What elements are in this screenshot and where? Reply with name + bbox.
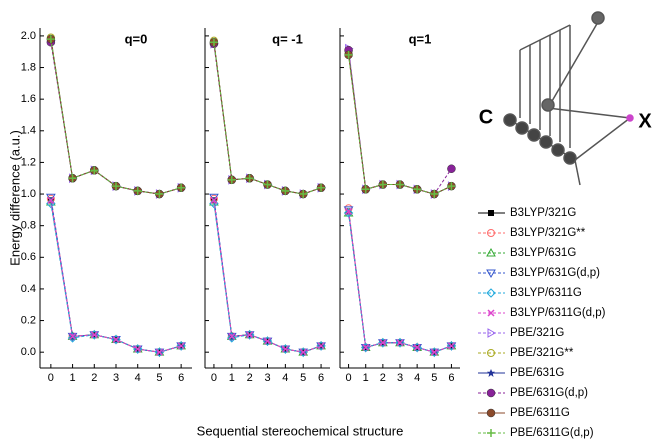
y-tick-label: 0.0 bbox=[21, 346, 36, 358]
series-line bbox=[349, 211, 452, 352]
legend-marker bbox=[487, 429, 495, 437]
x-tick-label: 3 bbox=[264, 372, 270, 384]
y-tick-label: 0.2 bbox=[21, 314, 36, 326]
series-line bbox=[214, 197, 321, 352]
x-tick-label: 6 bbox=[318, 372, 324, 384]
legend-label: B3LYP/631G bbox=[510, 247, 576, 259]
legend-label: B3LYP/6311G bbox=[510, 287, 582, 299]
x-axis-label: Sequential stereochemical structure bbox=[197, 423, 404, 438]
series-line bbox=[214, 200, 321, 352]
series-line bbox=[51, 39, 181, 194]
x-tick-label: 3 bbox=[397, 372, 403, 384]
y-tick-label: 0.6 bbox=[21, 251, 36, 263]
series-line bbox=[51, 202, 181, 352]
series-line bbox=[214, 41, 321, 194]
x-tick-label: 4 bbox=[282, 372, 288, 384]
panel-title: q=0 bbox=[125, 31, 148, 46]
x-tick-label: 6 bbox=[448, 372, 454, 384]
x-tick-label: 5 bbox=[156, 372, 162, 384]
series-line bbox=[51, 197, 181, 352]
series-line bbox=[214, 204, 321, 353]
series-line bbox=[51, 39, 181, 194]
series-line bbox=[51, 42, 181, 194]
x-tick-label: 0 bbox=[48, 372, 54, 384]
legend-label: B3LYP/321G** bbox=[510, 227, 586, 239]
legend-label: B3LYP/321G bbox=[510, 207, 576, 219]
x-tick-label: 4 bbox=[135, 372, 141, 384]
series-line bbox=[51, 39, 181, 194]
series-line bbox=[214, 199, 321, 352]
series-line bbox=[349, 55, 452, 194]
panel-title: q=1 bbox=[409, 31, 432, 46]
series-line bbox=[51, 199, 181, 352]
legend-marker bbox=[487, 409, 495, 417]
y-tick-label: 0.8 bbox=[21, 220, 36, 232]
y-tick-label: 1.6 bbox=[21, 93, 36, 105]
x-tick-label: 2 bbox=[380, 372, 386, 384]
y-tick-label: 1.0 bbox=[21, 188, 36, 200]
y-tick-label: 1.8 bbox=[21, 61, 36, 73]
series-line bbox=[51, 200, 181, 352]
series-line bbox=[214, 200, 321, 352]
series-line bbox=[51, 200, 181, 352]
legend-marker bbox=[487, 389, 495, 397]
series-line bbox=[214, 42, 321, 194]
legend-label: B3LYP/631G(d,p) bbox=[510, 267, 600, 279]
molecule-inset bbox=[504, 12, 633, 185]
legend-label: PBE/6311G bbox=[510, 407, 570, 419]
marker bbox=[447, 165, 455, 173]
legend-label: PBE/631G bbox=[510, 367, 564, 379]
legend-marker bbox=[488, 210, 494, 216]
panel-title: q= -1 bbox=[272, 31, 303, 46]
x-tick-label: 5 bbox=[300, 372, 306, 384]
chart: Sequential stereochemical structure Ener… bbox=[0, 0, 654, 441]
legend-label: PBE/321G bbox=[510, 327, 564, 339]
series-line bbox=[51, 37, 181, 194]
series-line bbox=[214, 202, 321, 352]
x-tick-label: 6 bbox=[178, 372, 184, 384]
legend-label: PBE/6311G(d,p) bbox=[510, 427, 594, 439]
x-tick-label: 5 bbox=[431, 372, 437, 384]
legend-label: PBE/631G(d,p) bbox=[510, 387, 588, 399]
series-line bbox=[214, 42, 321, 194]
x-tick-label: 4 bbox=[414, 372, 420, 384]
x-tick-label: 1 bbox=[70, 372, 76, 384]
x-tick-label: 0 bbox=[211, 372, 217, 384]
series-line bbox=[51, 41, 181, 194]
series-line bbox=[214, 44, 321, 194]
y-tick-label: 2.0 bbox=[21, 30, 36, 42]
legend-label: B3LYP/6311G(d,p) bbox=[510, 307, 606, 319]
inset-label: C bbox=[479, 106, 493, 128]
inset-label: X bbox=[638, 110, 652, 132]
x-tick-label: 2 bbox=[91, 372, 97, 384]
x-tick-label: 0 bbox=[346, 372, 352, 384]
series-line bbox=[214, 42, 321, 194]
legend-label: PBE/321G** bbox=[510, 347, 574, 359]
y-tick-label: 0.4 bbox=[21, 283, 36, 295]
x-tick-label: 2 bbox=[247, 372, 253, 384]
x-tick-label: 3 bbox=[113, 372, 119, 384]
y-tick-label: 1.2 bbox=[21, 156, 36, 168]
y-tick-label: 1.4 bbox=[21, 125, 36, 137]
x-tick-label: 1 bbox=[363, 372, 369, 384]
series-line bbox=[214, 44, 321, 194]
series-line bbox=[51, 204, 181, 353]
x-tick-label: 1 bbox=[229, 372, 235, 384]
